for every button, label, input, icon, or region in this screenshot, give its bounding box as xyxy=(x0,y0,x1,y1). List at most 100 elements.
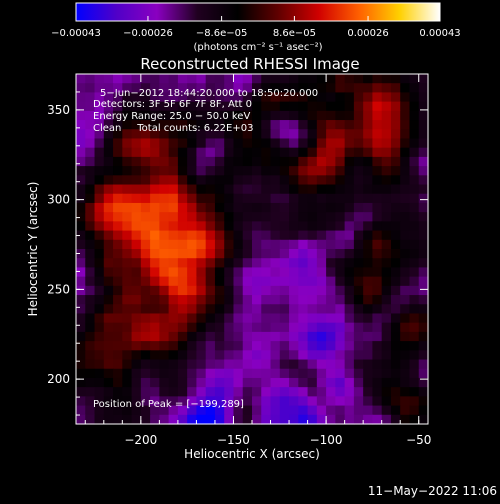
heatmap-cell xyxy=(205,368,216,379)
heatmap-cell xyxy=(316,147,327,158)
heatmap-cell xyxy=(363,414,374,425)
heatmap-cell xyxy=(187,341,198,351)
heatmap-cell xyxy=(353,193,364,204)
heatmap-cell xyxy=(113,267,123,278)
heatmap-cell xyxy=(187,396,198,407)
heatmap-cell xyxy=(307,295,318,305)
heatmap-cell xyxy=(224,184,235,195)
heatmap-cell xyxy=(113,138,123,149)
heatmap-cell xyxy=(214,221,225,232)
heatmap-cell xyxy=(242,212,253,222)
heatmap-cell xyxy=(335,350,346,361)
heatmap-cell xyxy=(363,341,374,351)
heatmap-cell xyxy=(224,74,235,84)
heatmap-cell xyxy=(400,368,411,379)
heatmap-cell xyxy=(196,74,207,84)
heatmap-cell xyxy=(418,377,429,388)
annotation-clean-counts: Clean Total counts: 6.22E+03 xyxy=(93,123,253,134)
heatmap-cell xyxy=(159,92,170,103)
heatmap-cell xyxy=(409,249,420,259)
heatmap-cell xyxy=(307,212,318,222)
heatmap-cell xyxy=(159,221,170,232)
heatmap-cell xyxy=(270,285,281,296)
heatmap-cell xyxy=(168,341,179,351)
heatmap-cell xyxy=(344,202,355,213)
heatmap-cell xyxy=(140,313,151,324)
heatmap-cell xyxy=(372,83,383,94)
heatmap-cell xyxy=(150,175,160,186)
heatmap-cell xyxy=(150,184,160,195)
heatmap-cell xyxy=(261,239,272,250)
heatmap-cell xyxy=(122,221,133,232)
heatmap-cell xyxy=(252,101,262,112)
heatmap-cell xyxy=(224,295,235,305)
heatmap-cell xyxy=(168,322,179,333)
heatmap-cell xyxy=(150,147,160,158)
heatmap-cell xyxy=(316,221,327,232)
heatmap-cell xyxy=(177,304,188,315)
heatmap-cell xyxy=(187,147,198,158)
heatmap-cell xyxy=(261,166,272,176)
heatmap-cell xyxy=(270,184,281,195)
heatmap-cell xyxy=(335,249,346,259)
heatmap-cell xyxy=(159,129,170,140)
heatmap-cell xyxy=(150,377,160,388)
heatmap-cell xyxy=(270,377,281,388)
heatmap-cell xyxy=(289,267,299,278)
heatmap-cell xyxy=(353,322,364,333)
heatmap-cell xyxy=(150,120,160,130)
heatmap-cell xyxy=(224,331,235,342)
heatmap-cell xyxy=(400,193,411,204)
heatmap-cell xyxy=(316,267,327,278)
heatmap-cell xyxy=(122,175,133,186)
heatmap-cell xyxy=(418,368,429,379)
heatmap-cell xyxy=(344,249,355,259)
heatmap-cell xyxy=(307,350,318,361)
heatmap-cell xyxy=(326,313,336,324)
heatmap-cell xyxy=(390,359,401,370)
heatmap-cell xyxy=(233,387,244,397)
heatmap-cell xyxy=(140,202,151,213)
heatmap-cell xyxy=(252,83,262,94)
heatmap-cell xyxy=(279,193,290,204)
heatmap-cell xyxy=(131,166,142,176)
heatmap-cell xyxy=(344,322,355,333)
heatmap-cell xyxy=(233,184,244,195)
heatmap-cell xyxy=(85,175,96,186)
colorbar-unit-label: (photons cm⁻² s⁻¹ asec⁻²) xyxy=(193,42,322,53)
heatmap-cell xyxy=(131,304,142,315)
heatmap-cell xyxy=(103,285,114,296)
heatmap-cell xyxy=(242,368,253,379)
heatmap-cell xyxy=(76,368,86,379)
heatmap-cell xyxy=(85,138,96,149)
heatmap-cell xyxy=(233,304,244,315)
heatmap-cell xyxy=(418,147,429,158)
heatmap-cell xyxy=(418,175,429,186)
heatmap-cell xyxy=(113,276,123,287)
heatmap-cell xyxy=(270,101,281,112)
heatmap-cell xyxy=(113,202,123,213)
heatmap-cell xyxy=(140,92,151,103)
heatmap-cell xyxy=(187,405,198,416)
heatmap-cell xyxy=(252,258,262,269)
heatmap-cell xyxy=(94,147,105,158)
heatmap-cell xyxy=(344,350,355,361)
heatmap-cell xyxy=(177,138,188,149)
heatmap-cell xyxy=(196,304,207,315)
heatmap-cell xyxy=(307,341,318,351)
heatmap-cell xyxy=(205,239,216,250)
heatmap-cell xyxy=(409,156,420,167)
heatmap-cell xyxy=(177,221,188,232)
heatmap-cell xyxy=(214,313,225,324)
heatmap-cell xyxy=(76,396,86,407)
heatmap-cell xyxy=(196,258,207,269)
heatmap-cell xyxy=(196,387,207,397)
heatmap-cell xyxy=(418,92,429,103)
heatmap-cell xyxy=(353,276,364,287)
heatmap-cell xyxy=(113,212,123,222)
heatmap-cell xyxy=(122,304,133,315)
heatmap-cell xyxy=(233,147,244,158)
heatmap-cell xyxy=(150,414,160,425)
heatmap-cell xyxy=(242,230,253,241)
heatmap-cell xyxy=(94,368,105,379)
